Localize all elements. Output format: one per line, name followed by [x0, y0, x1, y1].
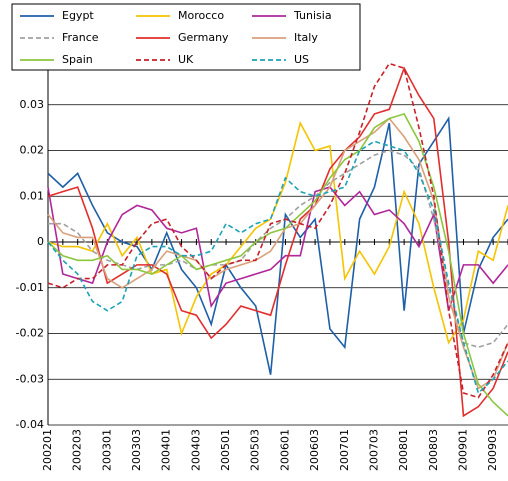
series-line	[47, 66, 508, 418]
x-tick-label: 200601	[278, 429, 291, 471]
x-tick-label: 200401	[160, 429, 173, 471]
legend-label: Spain	[62, 53, 93, 66]
x-tick-label: 200403	[189, 429, 202, 471]
series-line	[47, 116, 508, 375]
x-tick-label: 200901	[456, 429, 469, 471]
y-tick-label: 0.02	[20, 144, 45, 157]
x-tick-label: 200203	[71, 429, 84, 471]
x-tick-label: 200701	[338, 429, 351, 471]
legend-label: France	[62, 31, 99, 44]
x-tick-label: 200703	[367, 429, 380, 471]
x-tick-label: 200301	[100, 429, 113, 471]
legend-label: Tunisia	[293, 9, 332, 22]
x-tick-label: 200201	[41, 429, 54, 471]
y-tick-label: -0.03	[16, 372, 44, 385]
x-tick-label: 200803	[427, 429, 440, 471]
legend-label: Italy	[294, 31, 318, 44]
legend-label: Egypt	[62, 9, 94, 22]
x-tick-label: 200903	[486, 429, 499, 471]
legend-label: Morocco	[178, 9, 224, 22]
series-line	[48, 149, 508, 349]
series-line	[47, 186, 508, 311]
legend-box	[11, 3, 361, 71]
legend-label: UK	[178, 53, 194, 66]
x-tick-label: 200503	[249, 429, 262, 471]
y-tick-label: -0.01	[16, 281, 44, 294]
y-tick-label: 0.03	[20, 98, 45, 111]
x-tick-label: 200801	[397, 429, 410, 471]
series-line	[47, 62, 508, 399]
y-tick-label: 0.01	[20, 189, 45, 202]
series-line	[47, 112, 508, 417]
y-tick-label: -0.04	[16, 418, 44, 431]
x-tick-label: 200501	[219, 429, 232, 471]
legend-label: US	[294, 53, 309, 66]
series-line	[47, 140, 508, 395]
series-line	[47, 117, 508, 390]
y-tick-label: -0.02	[16, 327, 44, 340]
x-tick-label: 200603	[308, 429, 321, 471]
x-tick-label: 200303	[130, 429, 143, 471]
y-tick-label: 0	[37, 235, 44, 248]
legend-label: Germany	[178, 31, 229, 44]
